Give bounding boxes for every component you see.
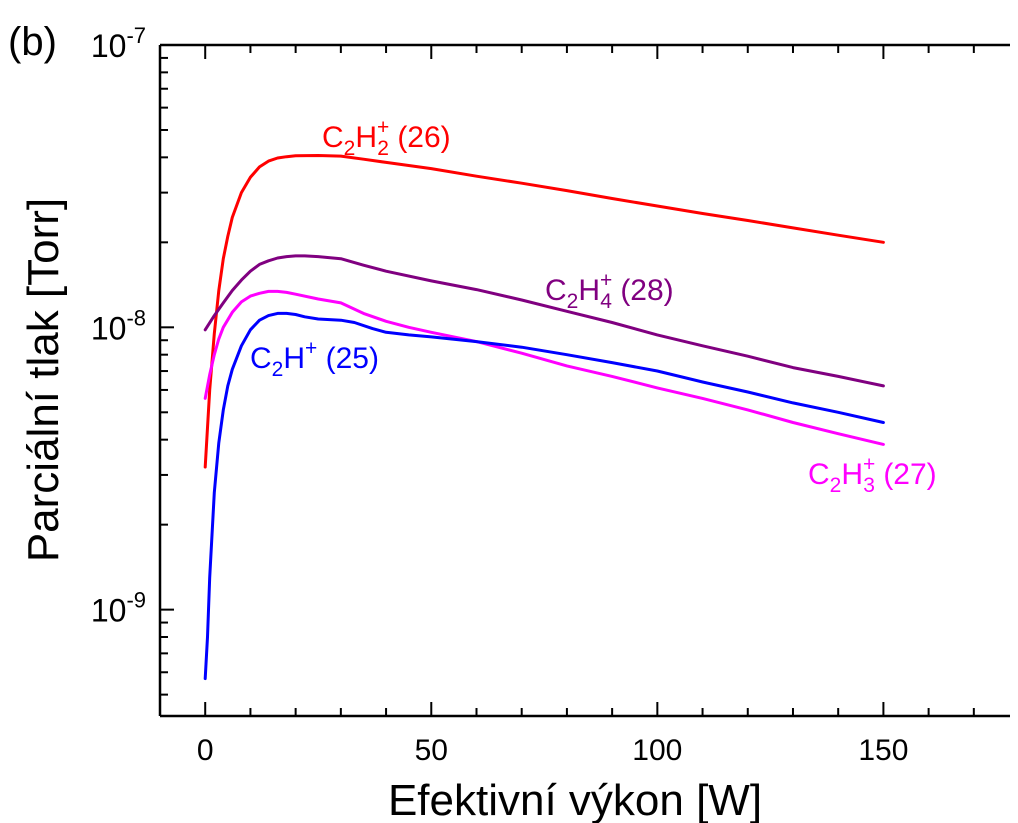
series-line-c2h2	[203, 154, 885, 469]
x-tick-label: 150	[858, 734, 908, 767]
axes: 0 50 100 150 10-9 10-8 10-7	[91, 23, 1010, 767]
series-label-c2h: C2​H+​ (25)	[250, 337, 379, 381]
series-layer	[203, 154, 885, 681]
y-axis-title: Parciální tlak [Torr]	[19, 198, 68, 562]
y-tick-label: 10-8	[91, 305, 146, 346]
labels-layer: C2​H+2​ (26) C2​H+4​ (28) C2​H+3​ (27) C2​H…	[250, 116, 937, 497]
x-tick-label: 100	[632, 734, 682, 767]
series-label-c2h2: C2​H+2​ (26)	[322, 116, 451, 160]
y-tick-label: 10-7	[91, 23, 146, 64]
x-tick-label: 50	[415, 734, 448, 767]
x-tick-label: 0	[197, 734, 214, 767]
x-axis-title: Efektivní výkon [W]	[388, 776, 762, 823]
panel-label: (b)	[8, 20, 57, 64]
series-line-c2h	[203, 311, 885, 681]
series-label-c2h3: C2​H+3​ (27)	[808, 453, 937, 497]
series-label-c2h4: C2​H+4​ (28)	[545, 269, 674, 313]
series-line-c2h3	[203, 289, 885, 446]
series-line-c2h4	[203, 254, 885, 388]
y-tick-label: 10-9	[91, 588, 146, 629]
